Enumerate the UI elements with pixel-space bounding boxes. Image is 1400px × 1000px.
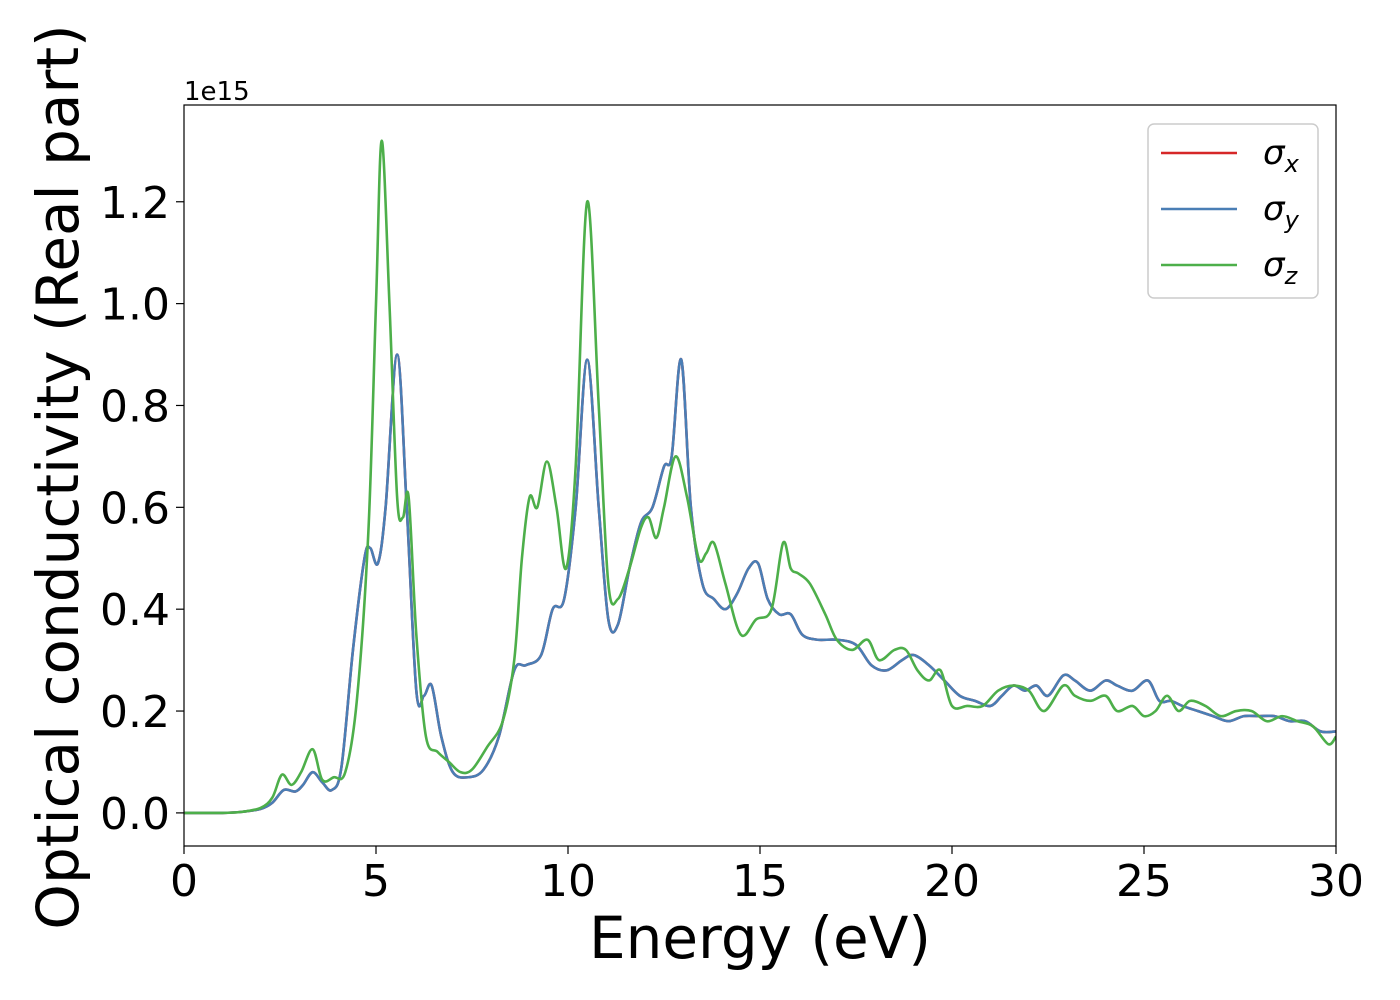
y-tick-label: 0.2 — [100, 687, 170, 738]
y-axis-ticks: 0.0 0.2 0.4 0.6 0.8 1.0 1.2 — [100, 178, 184, 840]
series-line-y — [184, 353, 1336, 815]
y-tick-label: 1.2 — [100, 178, 170, 229]
x-tick-label: 15 — [732, 856, 788, 907]
x-axis-ticks: 0 5 10 15 20 25 30 — [170, 846, 1364, 907]
x-axis-title: Energy (eV) — [589, 904, 931, 972]
legend-box — [1147, 123, 1319, 299]
y-tick-label: 0.0 — [100, 789, 170, 840]
plot-area — [184, 139, 1336, 815]
y-offset-label: 1e15 — [184, 77, 250, 107]
y-tick-label: 1.0 — [100, 280, 170, 331]
legend-label-y: σy — [1263, 189, 1300, 234]
y-tick-label: 0.6 — [100, 483, 170, 534]
legend-label-z: σz — [1263, 245, 1299, 290]
x-tick-label: 25 — [1116, 856, 1172, 907]
x-tick-label: 0 — [170, 856, 198, 907]
x-tick-label: 10 — [540, 856, 596, 907]
y-tick-label: 0.8 — [100, 381, 170, 432]
y-axis-title: Optical conductivity (Real part) — [24, 24, 92, 929]
x-tick-label: 20 — [924, 856, 980, 907]
x-tick-label: 30 — [1308, 856, 1364, 907]
series-line-z — [184, 139, 1336, 815]
legend: σx σy σz — [1147, 123, 1319, 299]
legend-label-x: σx — [1263, 133, 1300, 178]
x-tick-label: 5 — [362, 856, 390, 907]
y-tick-label: 0.4 — [100, 585, 170, 636]
